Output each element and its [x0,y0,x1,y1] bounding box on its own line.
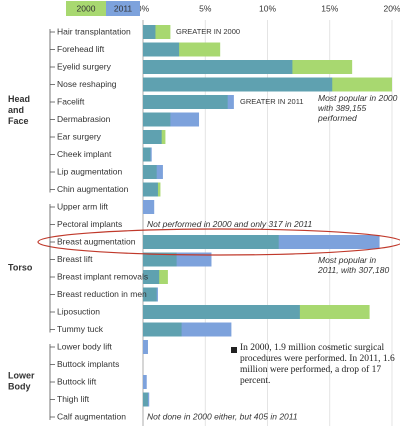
category-label: Ear surgery [57,131,102,141]
category-label: Lower body lift [57,341,112,351]
annotation: GREATER IN 2011 [240,97,304,106]
category-label: Chin augmentation [57,184,129,194]
category-label: Liposuction [57,306,100,316]
bar [143,25,156,39]
bar [143,200,155,214]
note-box: In 2000, 1.9 million cosmetic surgical p… [240,343,395,386]
bar [143,322,182,337]
bar [143,392,148,407]
annotation: GREATER IN 2000 [176,27,240,36]
bar [143,375,147,389]
category-label: Calf augmentation [57,411,126,421]
category-label: Hair transplantation [57,26,131,36]
bar [143,305,300,319]
legend-label: 2000 [77,3,96,13]
category-label: Eyelid surgery [57,61,112,71]
group-label: Lower Body [8,371,35,392]
bar [143,77,333,92]
x-tick-label: 15% [321,3,338,13]
bar [143,42,180,57]
note: In 2000, 1.9 million cosmetic surgical p… [240,343,395,386]
category-label: Nose reshaping [57,79,117,89]
bar [143,165,157,179]
bar [143,270,160,284]
category-label: Tummy tuck [57,324,104,334]
bar [143,252,177,267]
legend-swatch [66,1,106,16]
bar [143,340,148,354]
bar [143,147,151,162]
category-label: Dermabrasion [57,114,111,124]
category-label: Buttock implants [57,359,119,369]
bar [143,112,171,127]
highlight-ellipse [37,228,400,256]
bar [143,130,162,144]
annotation-box: Most popular in 2011, with 307,180 [318,255,390,275]
category-label: Forehead lift [57,44,105,54]
group-label: Torso [8,263,33,273]
x-tick-label: 5% [199,3,212,13]
category-label: Breast implant removals [57,271,148,281]
category-label: Upper arm lift [57,201,109,211]
bar [143,287,157,302]
category-label: Breast reduction in men [57,289,147,299]
annotation-box: Most popular in 2000 with 389,155 perfor… [318,93,398,123]
category-label: Breast augmentation [57,236,136,246]
annotation: Not performed in 2000 and only 317 in 20… [147,219,313,229]
note-bullet [231,347,237,353]
legend-swatch [106,1,140,16]
category-label: Pectoral implants [57,219,122,229]
bars [143,25,392,407]
bar [143,95,228,109]
bar [143,182,158,197]
category-label: Cheek implant [57,149,112,159]
category-label: Lip augmentation [57,166,122,176]
x-tick-label: 20% [383,3,400,13]
annotation: Not done in 2000 either, but 405 in 2011 [147,411,298,421]
annotation: Most popular in 2000 with 389,155 perfor… [318,93,398,123]
annotation: Most popular in 2011, with 307,180 [318,255,390,275]
category-label: Breast lift [57,254,93,264]
x-tick-label: 0% [137,3,150,13]
group-label: Head and Face [8,94,30,126]
x-tick-label: 10% [259,3,276,13]
bar [143,235,279,249]
category-label: Facelift [57,96,85,106]
bar [143,60,293,74]
legend-label: 2011 [114,3,133,13]
category-label: Thigh lift [57,394,90,404]
category-label: Buttock lift [57,376,97,386]
